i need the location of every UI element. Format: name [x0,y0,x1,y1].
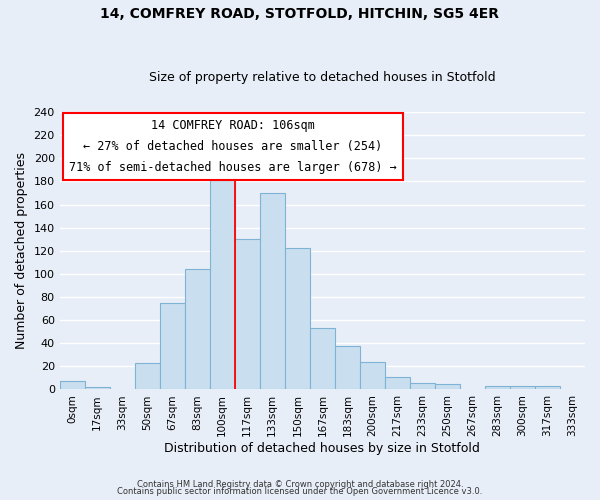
Bar [260,193,285,390]
Bar [535,386,560,390]
X-axis label: Distribution of detached houses by size in Stotfold: Distribution of detached houses by size … [164,442,480,455]
Bar [59,382,85,390]
Text: Contains public sector information licensed under the Open Government Licence v3: Contains public sector information licen… [118,488,482,496]
Bar [185,270,210,390]
Text: Contains HM Land Registry data © Crown copyright and database right 2024.: Contains HM Land Registry data © Crown c… [137,480,463,489]
Bar [335,346,360,390]
Bar [485,386,510,390]
Bar [410,382,435,390]
Bar [385,376,410,390]
Bar [210,166,235,390]
Bar [85,387,110,390]
Bar [160,303,185,390]
Bar [310,328,335,390]
Bar [435,384,460,390]
Title: Size of property relative to detached houses in Stotfold: Size of property relative to detached ho… [149,72,496,85]
Bar [285,248,310,390]
Bar [510,386,535,390]
Y-axis label: Number of detached properties: Number of detached properties [15,152,28,350]
Bar [360,362,385,390]
Bar [235,239,260,390]
Bar [135,363,160,390]
Text: 14 COMFREY ROAD: 106sqm
← 27% of detached houses are smaller (254)
71% of semi-d: 14 COMFREY ROAD: 106sqm ← 27% of detache… [69,119,397,174]
Text: 14, COMFREY ROAD, STOTFOLD, HITCHIN, SG5 4ER: 14, COMFREY ROAD, STOTFOLD, HITCHIN, SG5… [101,8,499,22]
